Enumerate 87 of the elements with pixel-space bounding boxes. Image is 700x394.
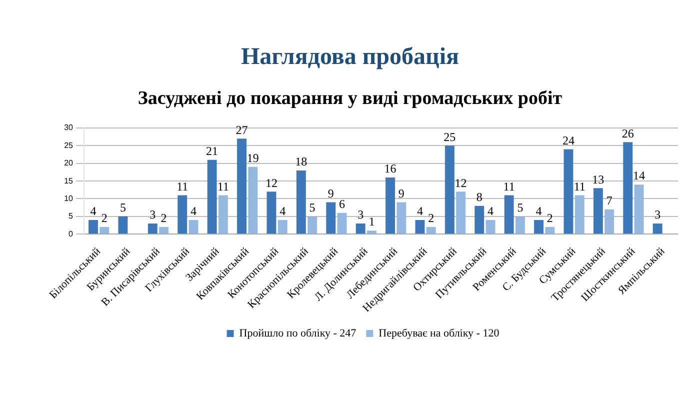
data-label: 3 — [150, 208, 156, 222]
data-label: 5 — [517, 200, 524, 215]
data-label: 13 — [592, 172, 604, 186]
y-tick-label: 20 — [64, 158, 74, 168]
data-label: 4 — [416, 204, 423, 218]
data-label: 2 — [101, 211, 108, 226]
data-label: 4 — [536, 204, 542, 218]
data-label: 11 — [176, 179, 188, 194]
data-label: 12 — [454, 176, 467, 190]
bar — [456, 192, 466, 234]
data-label: 25 — [444, 130, 456, 144]
data-label: 5 — [309, 200, 316, 215]
data-label: 21 — [206, 144, 218, 158]
y-tick-label: 30 — [64, 123, 74, 132]
bar — [308, 216, 318, 234]
data-label: 3 — [654, 208, 661, 222]
bar — [604, 209, 614, 234]
bar — [88, 220, 98, 234]
data-label: 14 — [633, 168, 646, 183]
bar — [444, 146, 454, 234]
bar — [366, 230, 376, 234]
bar — [148, 224, 158, 234]
bar — [100, 227, 110, 234]
data-label: 24 — [562, 133, 574, 148]
bar — [534, 220, 544, 234]
bar — [296, 170, 306, 234]
bar — [207, 160, 217, 234]
bar — [504, 195, 514, 234]
data-label: 9 — [328, 186, 334, 200]
bar — [593, 188, 603, 234]
bar — [237, 138, 246, 234]
data-label: 12 — [265, 176, 278, 190]
chart-subtitle: Засуджені до покарання у виді громадських робіт — [136, 88, 564, 110]
data-label: 11 — [574, 179, 586, 194]
data-label: 3 — [358, 208, 364, 222]
bar — [178, 195, 188, 234]
bar — [159, 227, 169, 234]
bar — [386, 178, 396, 234]
bar — [545, 227, 555, 234]
data-label: 4 — [90, 204, 96, 218]
data-label: 2 — [160, 211, 167, 226]
bar — [218, 195, 228, 234]
bar — [515, 216, 525, 234]
bar — [326, 202, 336, 234]
data-label: 4 — [190, 204, 196, 218]
data-label: 2 — [428, 211, 434, 226]
bar — [356, 224, 366, 234]
chart-title: Наглядова пробація — [240, 44, 460, 72]
data-label: 4 — [488, 204, 494, 218]
bar — [188, 220, 198, 234]
y-tick-label: 10 — [64, 194, 74, 203]
bar — [623, 142, 633, 234]
data-label: 16 — [384, 162, 396, 176]
data-label: 6 — [339, 197, 346, 212]
y-tick-label: 0 — [68, 229, 74, 238]
data-label: 26 — [622, 126, 634, 140]
bar — [574, 195, 584, 234]
legend-label: Перебуває на обліку - 120 — [378, 327, 500, 340]
data-label: 8 — [476, 190, 482, 204]
bar — [564, 149, 574, 234]
y-tick-label: 15 — [64, 176, 74, 186]
legend-label: Пройшло по обліку - 247 — [239, 327, 357, 340]
data-label: 4 — [280, 204, 286, 218]
data-label: 18 — [295, 154, 308, 169]
data-label: 27 — [236, 122, 248, 137]
y-tick-label: 25 — [64, 140, 74, 150]
bar — [474, 206, 484, 234]
data-label: 1 — [368, 214, 375, 229]
bar — [396, 202, 406, 234]
data-label: 7 — [606, 194, 612, 208]
bar — [415, 220, 425, 234]
bar — [266, 192, 276, 234]
bar — [634, 184, 644, 234]
bar — [652, 224, 662, 234]
data-label: 5 — [120, 200, 126, 215]
bar — [248, 166, 258, 234]
bar — [486, 220, 496, 234]
data-label: 11 — [217, 179, 229, 194]
data-label: 9 — [398, 186, 404, 200]
data-label: 19 — [246, 151, 259, 166]
bar — [118, 216, 128, 234]
data-label: 2 — [546, 211, 553, 226]
bar — [278, 220, 288, 234]
bar — [337, 212, 347, 234]
y-tick-label: 5 — [68, 212, 74, 221]
bar — [426, 227, 436, 234]
data-label: 11 — [503, 179, 515, 194]
